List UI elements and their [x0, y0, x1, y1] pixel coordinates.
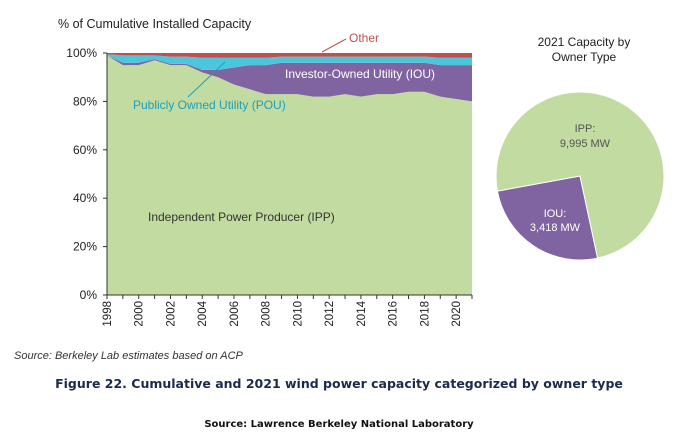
- pie-label-iou-name: IOU:: [544, 208, 567, 220]
- other-area-label: Other: [349, 31, 379, 45]
- x-axis: 1998 2000 2002 2004 2006 2008 2010 2012 2014 2016…: [102, 294, 473, 327]
- pou-area-label: Publicly Owned Utility (POU): [133, 98, 286, 112]
- other-leader-line: [321, 38, 347, 53]
- x-tick-label: 2004: [197, 300, 209, 326]
- y-tick-label: 20%: [73, 240, 97, 254]
- area-series-iou: [107, 55, 472, 102]
- source-note: Source: Berkeley Lab estimates based on …: [14, 350, 243, 362]
- y-tick-label: 40%: [73, 191, 97, 205]
- figure-caption: Figure 22. Cumulative and 2021 wind powe…: [55, 376, 623, 391]
- x-tick-label: 2020: [451, 301, 463, 327]
- pie-label-ipp-name: IPP:: [575, 123, 596, 135]
- area-series-other: [107, 53, 472, 58]
- pie-chart: [495, 91, 665, 261]
- y-tick-label: 80%: [73, 94, 97, 108]
- x-tick-label: 2008: [261, 301, 273, 327]
- area-chart-plot: [107, 53, 472, 296]
- pie-slice-ipp: [495, 91, 665, 259]
- pie-chart-title-line-1: 2021 Capacity by: [538, 35, 631, 49]
- x-tick-label: 2014: [356, 300, 368, 326]
- x-tick-label: 1998: [102, 301, 114, 327]
- y-tick-label: 100%: [66, 46, 97, 60]
- ipp-area-label: Independent Power Producer (IPP): [148, 210, 335, 224]
- area-series-ipp: [107, 55, 472, 296]
- y-tick-label: 0%: [80, 288, 98, 302]
- y-tick-label: 60%: [73, 143, 97, 157]
- x-tick-label: 2016: [388, 301, 400, 327]
- pie-label-ipp-value: 9,995 MW: [560, 138, 611, 150]
- y-axis: 0% 20% 40% 60% 80% 100%: [66, 46, 108, 302]
- pie-slice-iou: [496, 175, 599, 261]
- area-chart-title: % of Cumulative Installed Capacity: [58, 17, 252, 31]
- pie-label-iou-value: 3,418 MW: [530, 222, 581, 234]
- x-tick-label: 2012: [324, 301, 336, 327]
- x-tick-label: 2010: [292, 301, 304, 327]
- area-series-pou: [107, 54, 472, 70]
- x-tick-label: 2002: [166, 301, 178, 327]
- x-tick-label: 2006: [229, 301, 241, 327]
- image-credit: Source: Lawrence Berkeley National Labor…: [204, 419, 474, 430]
- pie-chart-title-line-2: Owner Type: [552, 50, 617, 64]
- x-tick-label: 2000: [134, 301, 146, 327]
- x-tick-label: 2018: [419, 301, 431, 327]
- iou-area-label: Investor-Owned Utility (IOU): [285, 67, 435, 81]
- pou-leader-line: [187, 61, 226, 98]
